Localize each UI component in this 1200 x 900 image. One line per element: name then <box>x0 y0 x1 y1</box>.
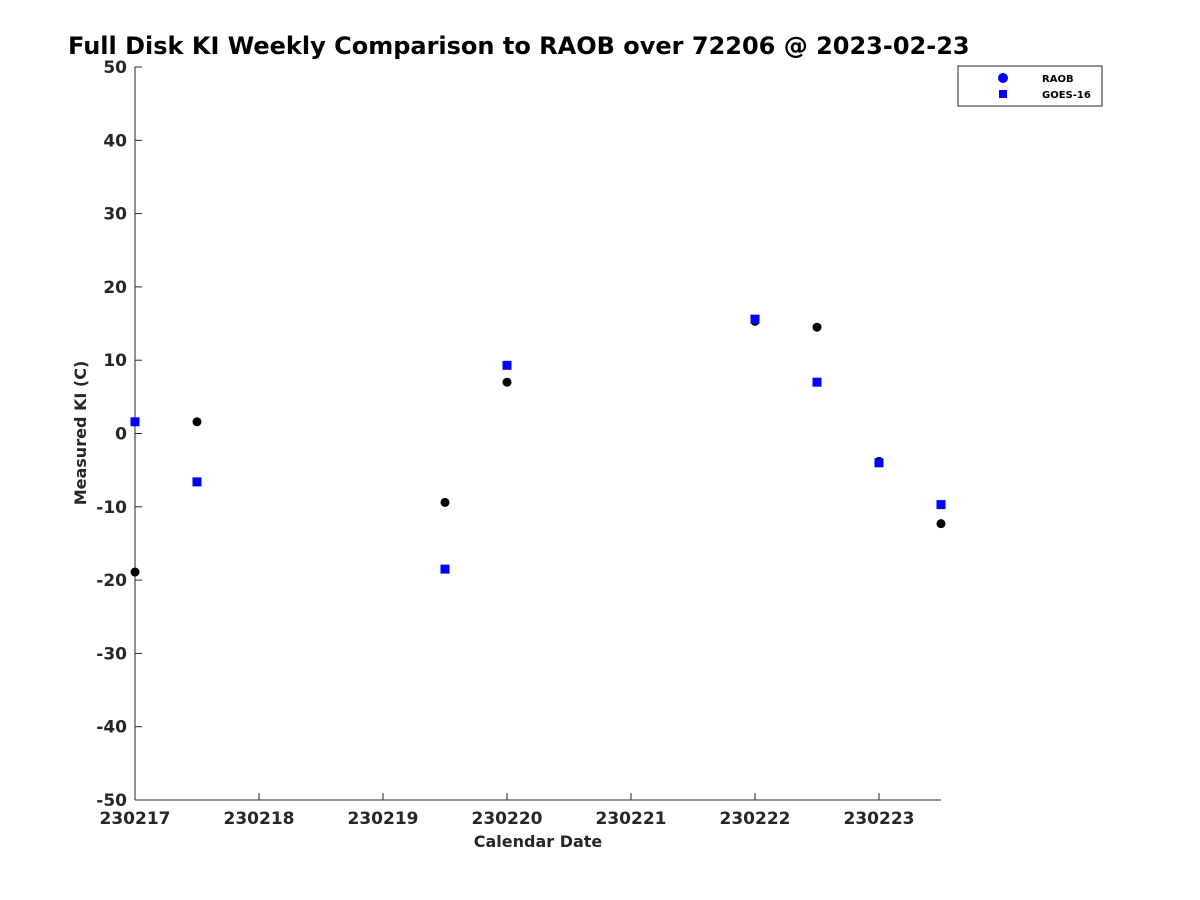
x-tick-label: 230220 <box>472 809 543 829</box>
raob-point <box>130 567 140 577</box>
y-ticks: 50 40 30 20 10 0 -10 -20 -30 -40 -50 <box>96 58 142 811</box>
legend-marker-goes-16 <box>999 90 1007 98</box>
y-tick-label: 30 <box>103 205 127 225</box>
goes-16-point <box>750 314 760 324</box>
raob-point <box>502 377 512 387</box>
raob-point <box>936 519 946 529</box>
raob-point <box>192 417 202 427</box>
legend: RAOB GOES-16 <box>957 65 1103 107</box>
y-tick-label: 40 <box>103 131 127 151</box>
goes-16-point <box>440 564 450 574</box>
y-tick-label: 10 <box>103 351 127 371</box>
y-tick-label: 50 <box>103 58 127 78</box>
x-axis-label: Calendar Date <box>474 832 603 851</box>
y-tick-label: -50 <box>96 791 127 811</box>
goes-16-point <box>874 458 884 468</box>
goes-16-point <box>936 500 946 510</box>
legend-entries: RAOB GOES-16 <box>998 73 1091 101</box>
y-tick-label: -40 <box>96 718 127 738</box>
legend-marker-raob <box>998 73 1008 83</box>
legend-label-goes-16: GOES-16 <box>1042 90 1091 101</box>
goes-16-point <box>812 377 822 387</box>
x-tick-label: 230221 <box>596 809 667 829</box>
chart-title: Full Disk KI Weekly Comparison to RAOB o… <box>68 32 970 60</box>
goes-16-point <box>130 417 140 427</box>
x-tick-label: 230217 <box>100 809 171 829</box>
y-tick-label: -20 <box>96 571 127 591</box>
goes-16-point <box>192 477 202 487</box>
x-ticks: 230217 230218 230219 230220 230221 230222 2302… <box>100 793 915 829</box>
y-axis-label: Measured KI (C) <box>71 361 90 506</box>
y-tick-label: -10 <box>96 498 127 518</box>
y-tick-label: 20 <box>103 278 127 298</box>
goes-16-point <box>502 360 512 370</box>
y-tick-label: 0 <box>115 425 127 445</box>
x-tick-label: 230223 <box>844 809 915 829</box>
raob-point <box>440 497 450 507</box>
y-tick-label: -30 <box>96 644 127 664</box>
raob-point <box>812 322 822 332</box>
legend-box <box>957 65 1103 107</box>
x-tick-label: 230219 <box>348 809 419 829</box>
x-tick-label: 230218 <box>224 809 295 829</box>
data-points <box>130 314 946 577</box>
x-tick-label: 230222 <box>720 809 791 829</box>
axes <box>134 67 941 801</box>
legend-label-raob: RAOB <box>1042 74 1074 85</box>
